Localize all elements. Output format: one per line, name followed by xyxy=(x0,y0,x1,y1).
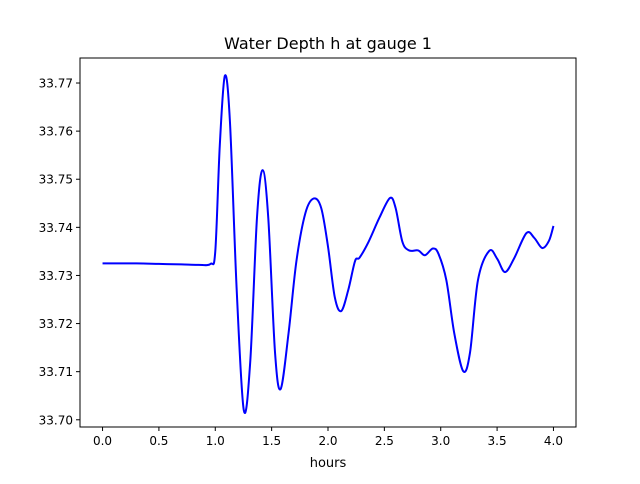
y-tick-label: 33.75 xyxy=(39,173,73,187)
y-tick-label: 33.77 xyxy=(39,77,73,91)
plot-frame xyxy=(79,57,577,428)
x-tick-label: 3.0 xyxy=(431,434,450,448)
series-line-h xyxy=(102,74,555,414)
x-tick-label: 1.5 xyxy=(262,434,281,448)
chart-title: Water Depth h at gauge 1 xyxy=(224,34,432,53)
x-tick-label: 3.5 xyxy=(488,434,507,448)
x-axis: 0.0 0.5 1.0 1.5 2.0 2.5 3.0 3.5 4.0 xyxy=(93,427,563,448)
y-tick-label: 33.72 xyxy=(39,317,73,331)
x-tick-label: 2.5 xyxy=(375,434,394,448)
x-tick-label: 4.0 xyxy=(544,434,563,448)
y-tick-label: 33.73 xyxy=(39,269,73,283)
y-tick-label: 33.76 xyxy=(39,125,73,139)
y-tick-label: 33.74 xyxy=(39,221,73,235)
y-axis: 33.70 33.71 33.72 33.73 33.74 33.75 33.76 33.77 xyxy=(39,77,80,427)
x-tick-label: 2.0 xyxy=(318,434,337,448)
x-tick-label: 0.0 xyxy=(93,434,112,448)
x-tick-label: 1.0 xyxy=(206,434,225,448)
x-axis-label: hours xyxy=(310,456,347,471)
y-tick-label: 33.70 xyxy=(39,413,73,427)
x-tick-label: 0.5 xyxy=(149,434,168,448)
y-tick-label: 33.71 xyxy=(39,365,73,379)
